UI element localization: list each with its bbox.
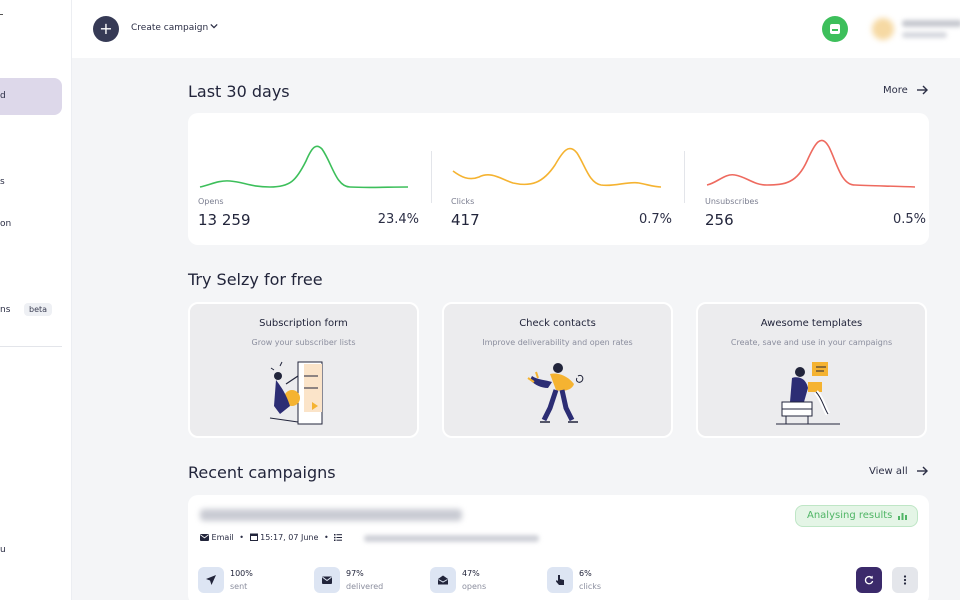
create-campaign-button[interactable]: +: [93, 16, 119, 42]
envelope-icon: [200, 534, 209, 541]
calendar-icon: [249, 533, 258, 541]
sidebar-item-campaigns[interactable]: s: [0, 177, 5, 187]
stat-divider: [431, 151, 432, 203]
sidebar-item-label: on: [0, 219, 12, 229]
card-title: Awesome templates: [760, 318, 863, 329]
arrow-right-icon[interactable]: [916, 466, 928, 476]
metric-value: 97%: [346, 569, 364, 578]
sidebar-item-dashboard[interactable]: d: [0, 78, 62, 115]
clicks-sparkline: [452, 147, 662, 188]
card-title: Check contacts: [519, 318, 596, 329]
plus-icon: +: [99, 19, 113, 38]
metric-label: opens: [462, 582, 487, 591]
chevron-down-icon[interactable]: [210, 22, 218, 30]
campaign-meta: Email • 15:17, 07 June •: [200, 533, 343, 542]
user-name: [902, 20, 960, 27]
section-title-last-30-days: Last 30 days: [188, 82, 290, 101]
opens-sparkline: [199, 145, 409, 189]
more-link[interactable]: More: [883, 85, 908, 96]
view-all-link[interactable]: View all: [869, 466, 908, 477]
dot-separator: •: [239, 533, 245, 542]
try-card-subscription-form[interactable]: Subscription form Grow your subscriber l…: [188, 302, 419, 438]
metric-value: 6%: [579, 569, 592, 578]
campaign-card[interactable]: Email • 15:17, 07 June • Analysing resul…: [188, 495, 929, 600]
metric-value: 47%: [462, 569, 480, 578]
unsubscribes-sparkline: [706, 139, 916, 188]
stat-opens[interactable]: Opens 13 259 23.4%: [188, 113, 435, 245]
subscription-form-illustration: [269, 361, 323, 425]
kebab-menu-icon: [903, 575, 907, 585]
try-card-check-contacts[interactable]: Check contacts Improve deliverability an…: [442, 302, 673, 438]
sidebar-item-label: s: [0, 177, 5, 187]
sidebar-item-bottom[interactable]: u: [0, 545, 6, 555]
campaign-time: 15:17, 07 June: [260, 533, 319, 542]
stat-percent: 23.4%: [377, 212, 419, 227]
dot-separator: •: [323, 533, 329, 542]
top-bar: + Create campaign: [72, 0, 960, 58]
card-title: Subscription form: [259, 318, 348, 329]
sidebar-item-integrations[interactable]: ns beta: [0, 303, 53, 316]
list-icon: [334, 534, 343, 541]
try-card-awesome-templates[interactable]: Awesome templates Create, save and use i…: [696, 302, 927, 438]
campaign-type: Email: [211, 533, 234, 542]
sidebar: d s on ns beta u: [0, 0, 72, 600]
stat-value: 13 259: [198, 211, 251, 229]
more-options-button[interactable]: [892, 567, 918, 593]
pointer-icon: [547, 567, 573, 593]
metric-label: sent: [230, 582, 248, 591]
send-icon: [198, 567, 224, 593]
envelope-icon: [314, 567, 340, 593]
avatar: [872, 18, 894, 40]
section-title-recent-campaigns: Recent campaigns: [188, 463, 336, 482]
campaign-list-name: [364, 535, 539, 542]
stat-label: Unsubscribes: [705, 197, 759, 206]
stat-percent: 0.7%: [638, 212, 672, 227]
sidebar-item-label: ns: [0, 305, 11, 315]
stat-divider: [684, 151, 685, 203]
stat-percent: 0.5%: [892, 212, 926, 227]
beta-badge: beta: [24, 303, 53, 316]
open-envelope-icon: [430, 567, 456, 593]
check-contacts-illustration: [527, 363, 584, 423]
section-title-try-selzy: Try Selzy for free: [188, 270, 323, 289]
stat-label: Opens: [198, 197, 224, 206]
card-subtitle: Create, save and use in your campaigns: [730, 338, 893, 347]
stat-value: 417: [451, 211, 480, 229]
user-menu[interactable]: [868, 14, 960, 44]
bar-chart-icon: [898, 513, 907, 520]
sidebar-item-label: u: [0, 545, 6, 555]
awesome-templates-illustration: [776, 362, 840, 425]
refresh-button[interactable]: [856, 567, 882, 593]
metric-value: 100%: [230, 569, 253, 578]
stat-label: Clicks: [451, 197, 475, 206]
stat-clicks[interactable]: Clicks 417 0.7%: [441, 113, 688, 245]
sidebar-divider: [0, 346, 62, 347]
sidebar-item-automation[interactable]: on: [0, 219, 11, 229]
campaign-title[interactable]: [200, 509, 462, 521]
stats-card: Opens 13 259 23.4% Clicks 417 0.7% Unsub…: [188, 113, 929, 245]
metric-label: clicks: [579, 582, 602, 591]
status-text: Analysing results: [807, 510, 893, 521]
refresh-icon: [864, 575, 874, 585]
stat-unsubscribes[interactable]: Unsubscribes 256 0.5%: [695, 113, 942, 245]
user-email: [902, 32, 947, 38]
chat-icon[interactable]: [822, 16, 848, 42]
sidebar-item-label: d: [0, 91, 6, 101]
status-badge: Analysing results: [795, 505, 918, 527]
metric-label: delivered: [346, 582, 384, 591]
stat-value: 256: [705, 211, 734, 229]
card-subtitle: Grow your subscriber lists: [251, 338, 356, 347]
create-campaign-label[interactable]: Create campaign: [131, 23, 209, 33]
sidebar-edge-mark: [0, 14, 3, 17]
arrow-right-icon[interactable]: [916, 85, 928, 95]
card-subtitle: Improve deliverability and open rates: [482, 338, 633, 347]
